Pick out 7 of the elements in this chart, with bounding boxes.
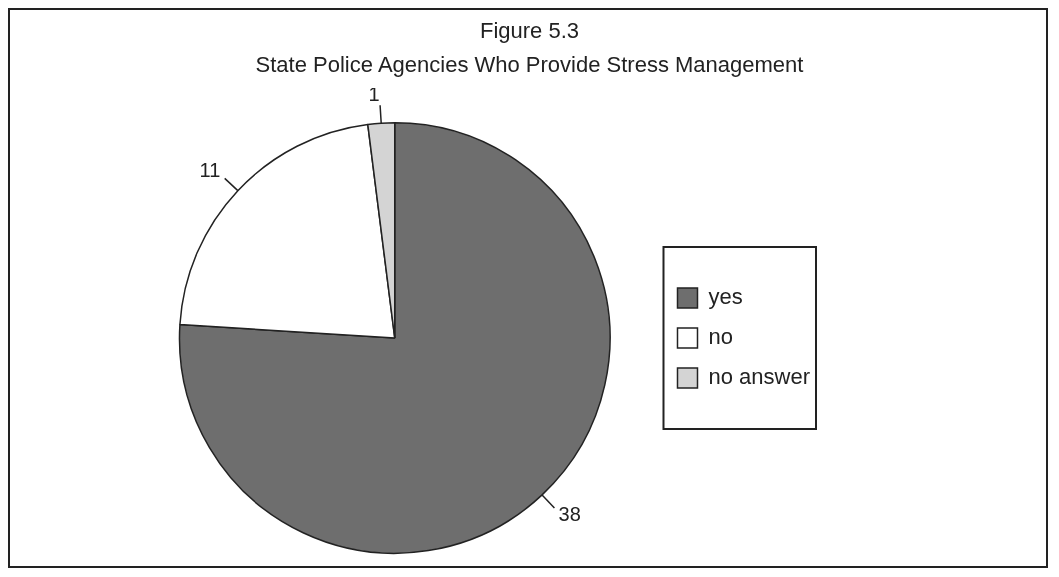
legend-label: no: [708, 324, 733, 350]
legend-label: no answer: [708, 364, 811, 390]
chart-subtitle: State Police Agencies Who Provide Stress Management: [254, 52, 805, 78]
data-label: 38: [558, 502, 581, 525]
data-label: 11: [199, 159, 221, 181]
chart-title: Figure 5.3: [478, 18, 581, 44]
legend-label: yes: [708, 284, 743, 310]
